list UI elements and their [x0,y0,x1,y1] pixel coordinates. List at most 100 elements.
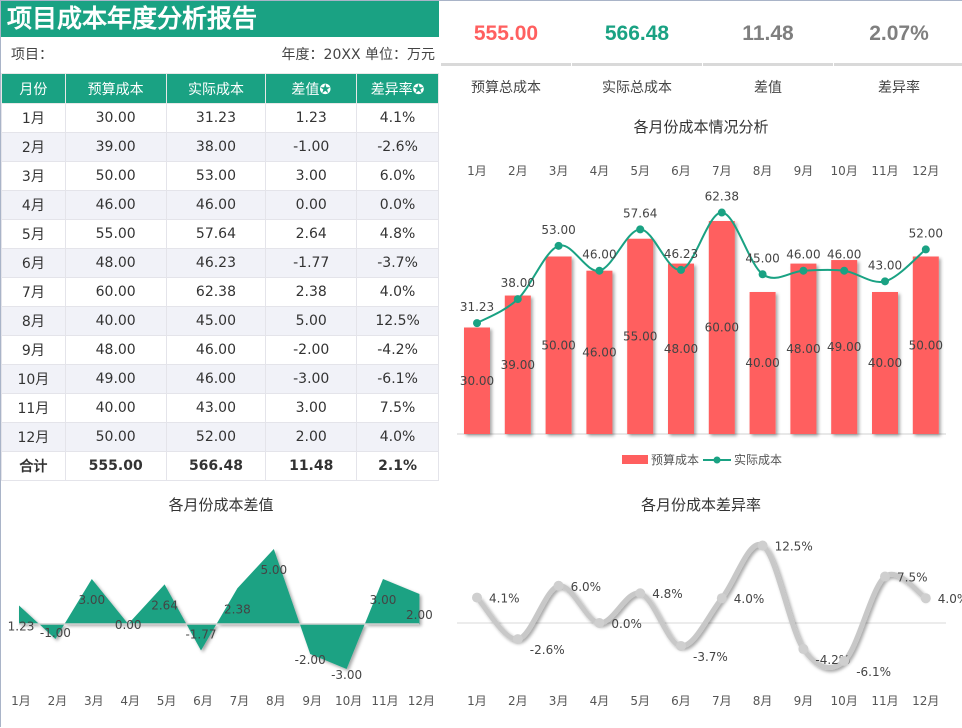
table-cell: 6月 [1,248,66,278]
x-tick-label: 10月 [831,694,858,708]
table-cell: 48.00 [64,248,167,278]
x-tick-label: 4月 [590,694,610,708]
x-tick-label: 3月 [549,694,569,708]
table-cell: 46.00 [64,190,167,220]
table-cell: 2.38 [265,277,358,307]
area-data-label: 3.00 [370,593,397,607]
line-point [920,593,931,604]
page-title: 项目成本年度分析报告 [1,1,439,37]
table-cell: -2.6% [356,132,439,162]
line-data-label: 4.0% [938,592,962,606]
project-label: 项目： [11,47,53,63]
line-data-label: 4.1% [489,592,520,606]
table-cell: 2月 [1,132,66,162]
x-tick-label: 5月 [630,164,650,178]
bar-data-label: 55.00 [623,329,657,343]
table-cell: 60.00 [64,277,167,307]
line-point [717,208,726,217]
bar [627,238,654,434]
table-cell: 50.00 [64,161,167,191]
table-cell: 49.00 [64,364,167,394]
line-point [513,295,522,304]
line-data-label: 46.00 [582,248,616,262]
line-data-label: 57.64 [623,206,657,220]
bar [708,221,735,434]
line-point [636,225,645,234]
year-unit-label: 年度：20XX 单位：万元 [281,47,435,63]
table-cell: -6.1% [356,364,439,394]
area-data-label: 0.00 [115,618,142,632]
x-tick-label: 4月 [590,164,610,178]
column-header[interactable]: 预算成本 [64,73,167,104]
x-tick-label: 6月 [671,694,691,708]
bar-data-label: 48.00 [786,342,820,356]
legend-marker-actual [713,456,721,464]
line-point [758,270,767,279]
area-data-label: 1.23 [8,620,35,634]
x-tick-label: 2月 [508,164,528,178]
line-data-label: 4.8% [652,587,683,601]
column-header[interactable]: 差值✪ [265,73,358,104]
column-header[interactable]: 月份 [1,73,66,104]
area-data-label: 2.00 [406,608,433,622]
total-cell: 2.1% [356,451,439,481]
x-tick-label: 6月 [193,694,213,708]
legend-swatch-budget [622,455,648,464]
x-tick-label: 7月 [712,694,732,708]
line-point [757,540,768,551]
bar-data-label: 39.00 [501,358,535,372]
bar-data-label: 49.00 [827,340,861,354]
x-tick-label: 12月 [912,694,939,708]
line-point [840,266,849,275]
chart-title: 各月份成本情况分析 [633,118,768,136]
line-point [921,245,930,254]
kpi-card: 2.07% 差异率 [834,1,962,110]
bar-data-label: 40.00 [868,356,902,370]
table-row: 5月 55.00 57.64 2.64 4.8% [1,219,439,249]
x-tick-label: 7月 [712,164,732,178]
line-point [553,580,564,591]
area-data-label: -2.00 [295,653,326,667]
line-point [881,277,889,286]
line-point [677,265,685,274]
table-cell: 2.00 [265,422,358,452]
x-tick-label: 4月 [120,694,140,708]
kpi-card: 11.48 差值 [703,1,833,110]
table-cell: 6.0% [356,161,439,191]
area-data-label: 2.38 [224,602,251,616]
kpi-value: 566.48 [572,1,702,66]
line-data-label: -2.6% [530,643,565,657]
x-tick-label: 2月 [508,694,528,708]
line-point [594,618,605,628]
table-cell: 10月 [1,364,66,394]
area-data-label: -1.77 [185,628,216,642]
bar [872,292,898,434]
x-tick-label: 9月 [302,694,322,708]
bar-data-label: 30.00 [460,374,494,388]
x-tick-label: 7月 [230,694,250,708]
line-data-label: 62.38 [705,190,739,204]
bar [545,256,572,434]
table-row: 4月 46.00 46.00 0.00 0.0% [1,190,439,220]
table-cell: 46.00 [165,364,267,394]
line-point [839,655,850,666]
table-cell: 45.00 [165,306,267,336]
x-tick-label: 9月 [794,694,814,708]
area-data-label: 2.64 [151,598,178,612]
bar-data-label: 50.00 [541,338,575,352]
table-cell: 11月 [1,393,66,423]
table-cell: 5.00 [265,306,358,336]
line-point [880,571,890,582]
bar [831,260,858,434]
table-cell: 55.00 [64,219,167,249]
column-header[interactable]: 差异率✪ [356,73,439,104]
column-header[interactable]: 实际成本 [165,73,267,104]
kpi-value: 555.00 [441,1,571,66]
cost-table: 月份 预算成本 实际成本 差值✪ 差异率✪ 1月 30.00 31.23 1.23 4.1% 2月 3… [1,73,439,481]
table-cell: 31.23 [165,103,267,133]
kpi-value: 11.48 [703,1,833,66]
table-cell: 4.1% [356,103,439,133]
x-tick-label: 8月 [266,694,286,708]
kpi-label: 实际总成本 [602,80,672,96]
line-data-label: -3.7% [693,650,728,664]
